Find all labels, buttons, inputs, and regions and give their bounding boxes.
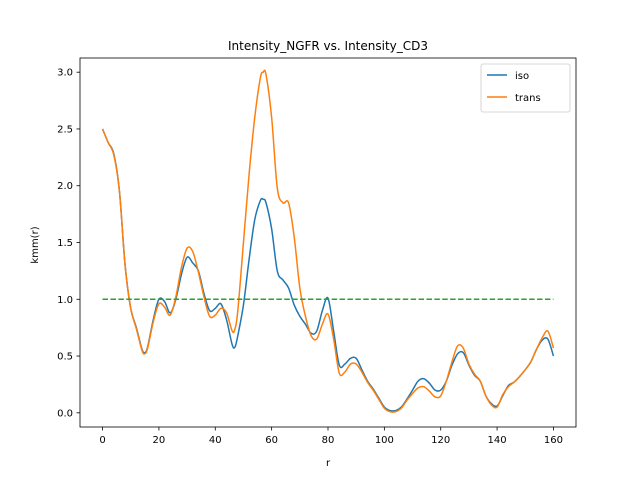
axes: 0 20 40 60 80 100 120 140 160 0.0 0.5 1.0 1.5 2.0 2.5 3…: [57, 57, 577, 446]
x-tick-label: 60: [265, 435, 278, 446]
x-tick-label: 100: [375, 435, 394, 446]
y-tick-label: 2.0: [57, 181, 73, 192]
legend-label-iso: iso: [515, 71, 529, 82]
y-tick-label: 0.0: [57, 408, 73, 419]
x-tick-label: 20: [153, 435, 166, 446]
plot-area: [101, 69, 555, 413]
y-tick-label: 0.5: [57, 352, 73, 363]
x-tick-label: 40: [209, 435, 222, 446]
x-tick-label: 160: [544, 435, 563, 446]
y-tick-label: 1.0: [57, 295, 73, 306]
x-tick-label: 140: [488, 435, 507, 446]
y-axis-label: kmm(r): [30, 226, 41, 263]
chart-title: Intensity_NGFR vs. Intensity_CD3: [228, 39, 428, 53]
legend: iso trans: [480, 63, 571, 113]
legend-label-trans: trans: [515, 93, 541, 104]
legend-box: [480, 63, 571, 113]
x-tick-label: 80: [322, 435, 335, 446]
x-tick-label: 120: [431, 435, 450, 446]
x-axis-label: r: [326, 458, 331, 469]
y-tick-label: 1.5: [57, 238, 73, 249]
y-tick-label: 3.0: [57, 68, 73, 79]
x-tick-label: 0: [99, 435, 105, 446]
y-tick-label: 2.5: [57, 124, 73, 135]
